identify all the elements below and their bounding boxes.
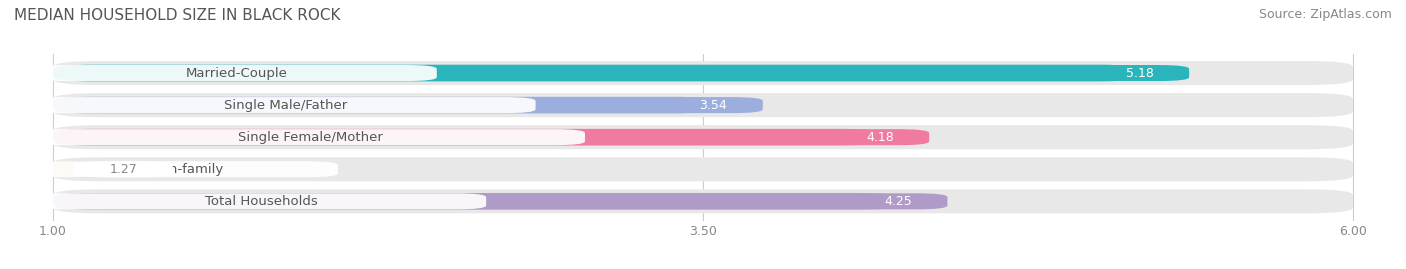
FancyBboxPatch shape [35, 129, 585, 145]
FancyBboxPatch shape [831, 129, 929, 145]
Text: 3.54: 3.54 [700, 99, 727, 112]
FancyBboxPatch shape [53, 61, 1353, 85]
Text: 5.18: 5.18 [1126, 66, 1154, 80]
FancyBboxPatch shape [35, 65, 437, 81]
FancyBboxPatch shape [35, 161, 337, 177]
FancyBboxPatch shape [53, 157, 1353, 181]
Text: Married-Couple: Married-Couple [186, 66, 288, 80]
FancyBboxPatch shape [53, 129, 880, 146]
Text: Single Male/Father: Single Male/Father [225, 99, 347, 112]
FancyBboxPatch shape [53, 97, 713, 114]
FancyBboxPatch shape [75, 161, 173, 177]
FancyBboxPatch shape [53, 93, 1353, 117]
FancyBboxPatch shape [1091, 65, 1189, 81]
Text: Total Households: Total Households [205, 195, 318, 208]
FancyBboxPatch shape [53, 189, 1353, 213]
FancyBboxPatch shape [664, 97, 763, 113]
FancyBboxPatch shape [35, 97, 536, 113]
Text: 4.18: 4.18 [866, 131, 894, 144]
Text: Single Female/Mother: Single Female/Mother [238, 131, 382, 144]
FancyBboxPatch shape [849, 193, 948, 209]
FancyBboxPatch shape [53, 125, 1353, 149]
FancyBboxPatch shape [53, 65, 1140, 82]
FancyBboxPatch shape [35, 193, 486, 209]
FancyBboxPatch shape [53, 161, 124, 178]
Text: 1.27: 1.27 [110, 163, 138, 176]
Text: 4.25: 4.25 [884, 195, 912, 208]
Text: Non-family: Non-family [152, 163, 225, 176]
FancyBboxPatch shape [53, 193, 898, 210]
Text: Source: ZipAtlas.com: Source: ZipAtlas.com [1258, 8, 1392, 21]
Text: MEDIAN HOUSEHOLD SIZE IN BLACK ROCK: MEDIAN HOUSEHOLD SIZE IN BLACK ROCK [14, 8, 340, 23]
